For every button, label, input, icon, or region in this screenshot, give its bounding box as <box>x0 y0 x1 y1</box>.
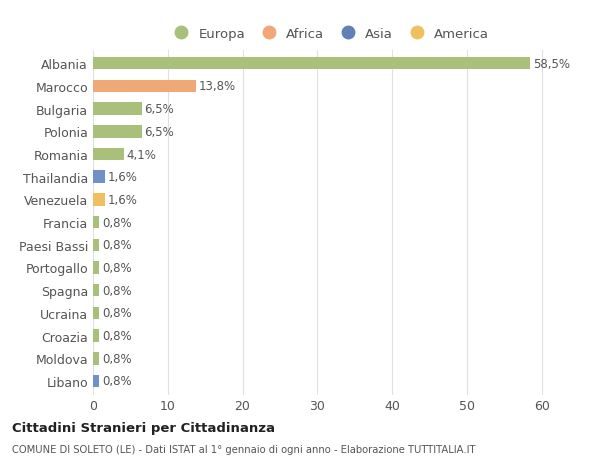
Bar <box>93 103 142 116</box>
Bar <box>93 352 99 365</box>
Legend: Europa, Africa, Asia, America: Europa, Africa, Asia, America <box>163 22 494 46</box>
Text: 0,8%: 0,8% <box>102 239 131 252</box>
Text: 1,6%: 1,6% <box>108 194 138 207</box>
Bar <box>93 375 99 387</box>
Bar <box>93 284 99 297</box>
Text: 58,5%: 58,5% <box>533 57 571 71</box>
Bar <box>93 307 99 319</box>
Text: 1,6%: 1,6% <box>108 171 138 184</box>
Text: 0,8%: 0,8% <box>102 307 131 319</box>
Bar <box>93 330 99 342</box>
Bar <box>93 126 142 138</box>
Bar <box>93 171 105 184</box>
Text: 0,8%: 0,8% <box>102 262 131 274</box>
Bar <box>93 239 99 252</box>
Bar <box>93 58 530 70</box>
Bar <box>93 216 99 229</box>
Text: 0,8%: 0,8% <box>102 330 131 342</box>
Bar <box>93 262 99 274</box>
Text: 4,1%: 4,1% <box>127 148 157 161</box>
Text: 0,8%: 0,8% <box>102 216 131 229</box>
Text: Cittadini Stranieri per Cittadinanza: Cittadini Stranieri per Cittadinanza <box>12 421 275 434</box>
Text: 0,8%: 0,8% <box>102 352 131 365</box>
Bar <box>93 80 196 93</box>
Text: 0,8%: 0,8% <box>102 375 131 388</box>
Text: 6,5%: 6,5% <box>145 126 175 139</box>
Text: COMUNE DI SOLETO (LE) - Dati ISTAT al 1° gennaio di ogni anno - Elaborazione TUT: COMUNE DI SOLETO (LE) - Dati ISTAT al 1°… <box>12 444 476 454</box>
Bar <box>93 194 105 206</box>
Text: 0,8%: 0,8% <box>102 284 131 297</box>
Text: 6,5%: 6,5% <box>145 103 175 116</box>
Bar <box>93 148 124 161</box>
Text: 13,8%: 13,8% <box>199 80 236 93</box>
